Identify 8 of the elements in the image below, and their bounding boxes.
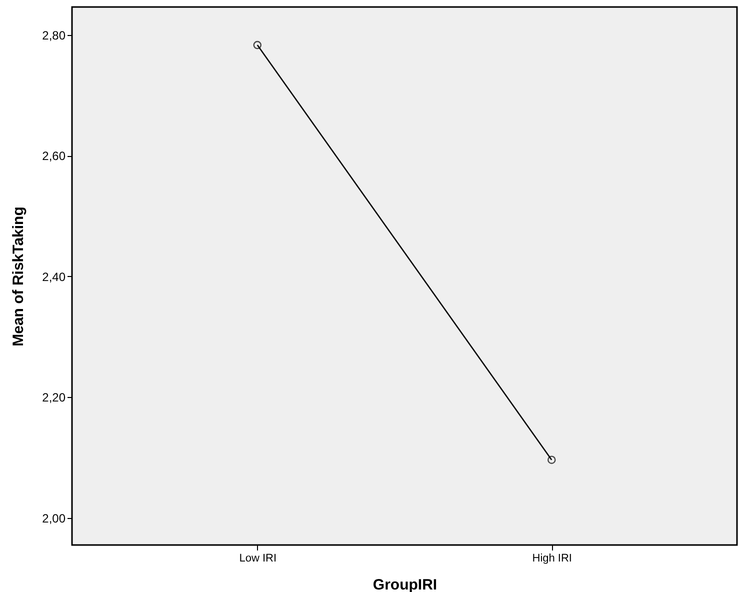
x-tick-label: High IRI (532, 552, 572, 564)
y-tick-label: 2,40 (42, 270, 66, 284)
x-tick-label: Low IRI (239, 552, 277, 564)
y-tick-label: 2,20 (42, 390, 66, 405)
y-tick-label: 2,00 (42, 511, 66, 526)
y-axis-title: Mean of RiskTaking (10, 206, 28, 346)
y-tick-label: 2,60 (42, 149, 66, 164)
y-tick-label: 2,80 (42, 28, 66, 42)
